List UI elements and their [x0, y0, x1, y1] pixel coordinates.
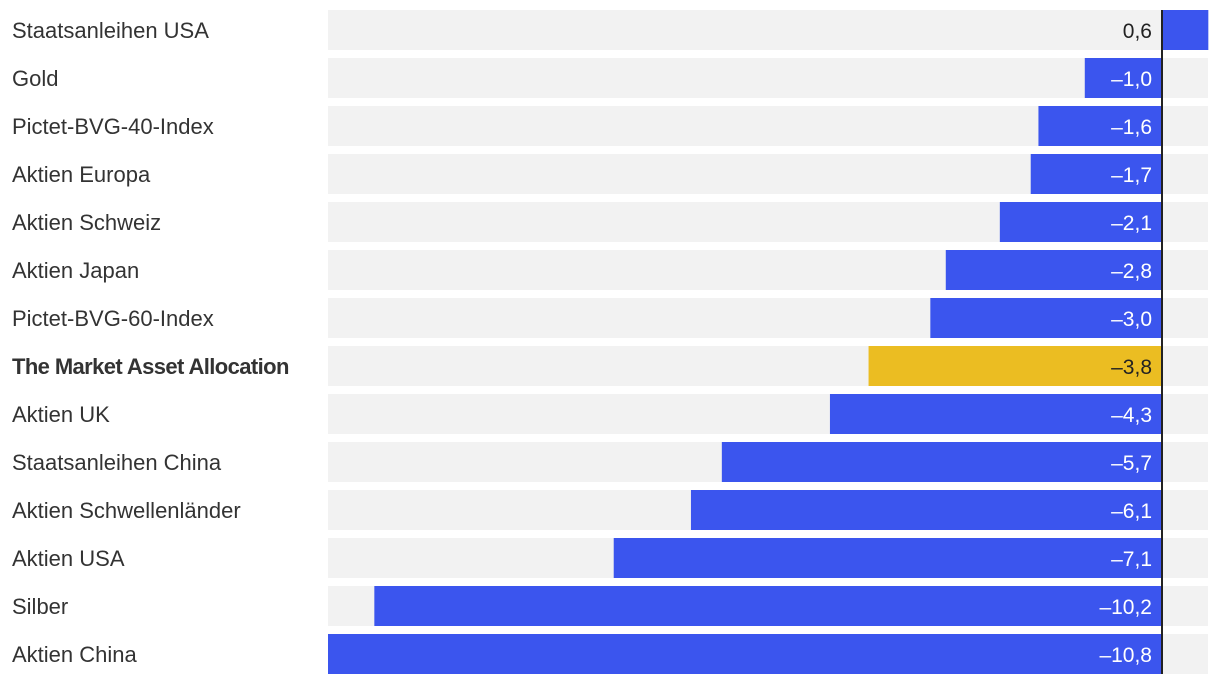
category-label: Silber	[12, 594, 68, 619]
bar	[868, 346, 1162, 386]
value-label: –2,1	[1111, 212, 1152, 235]
value-label: 0,6	[1123, 20, 1152, 43]
value-label: –1,0	[1111, 68, 1152, 91]
bar-track	[328, 10, 1208, 50]
category-label: Gold	[12, 66, 58, 91]
bar	[930, 298, 1162, 338]
value-label: –1,6	[1111, 116, 1152, 139]
category-label: Staatsanleihen USA	[12, 18, 209, 43]
bar	[1162, 10, 1209, 50]
value-label: –4,3	[1111, 404, 1152, 427]
category-label: The Market Asset Allocation	[12, 354, 289, 379]
category-label: Pictet-BVG-40-Index	[12, 114, 214, 139]
bar	[1084, 58, 1162, 98]
category-label: Staatsanleihen China	[12, 450, 222, 475]
category-label: Pictet-BVG-60-Index	[12, 306, 214, 331]
value-label: –10,2	[1099, 596, 1152, 619]
bar	[945, 250, 1162, 290]
value-label: –2,8	[1111, 260, 1152, 283]
value-label: –7,1	[1111, 548, 1152, 571]
bar	[1030, 154, 1162, 194]
bar-track	[328, 58, 1208, 98]
bar	[690, 490, 1162, 530]
category-label: Aktien Schweiz	[12, 210, 161, 235]
bar	[999, 202, 1162, 242]
bar	[721, 442, 1162, 482]
value-label: –6,1	[1111, 500, 1152, 523]
value-label: –3,0	[1111, 308, 1152, 331]
category-label: Aktien USA	[12, 546, 125, 571]
category-label: Aktien Japan	[12, 258, 139, 283]
value-label: –3,8	[1111, 356, 1152, 379]
bar	[1038, 106, 1162, 146]
value-label: –10,8	[1099, 644, 1152, 667]
bar	[374, 586, 1162, 626]
bar	[328, 634, 1162, 674]
category-label: Aktien China	[12, 642, 138, 667]
bar	[613, 538, 1162, 578]
value-label: –5,7	[1111, 452, 1152, 475]
category-label: Aktien Schwellenländer	[12, 498, 241, 523]
category-label: Aktien UK	[12, 402, 110, 427]
value-label: –1,7	[1111, 164, 1152, 187]
category-label: Aktien Europa	[12, 162, 151, 187]
bar	[829, 394, 1162, 434]
